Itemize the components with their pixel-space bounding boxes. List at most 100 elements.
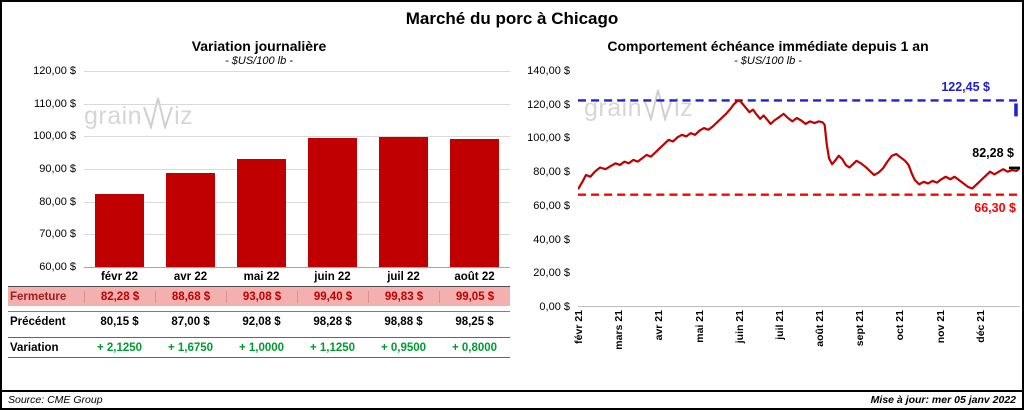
table-cell: 99,40 $ [297,290,368,303]
footer: Source: CME Group Mise à jour: mer 05 ja… [2,390,1022,408]
bar-slot [155,71,226,267]
table-cell: 93,08 $ [226,290,297,303]
table-cell: + 1,1250 [309,341,356,354]
table-cell: 82,28 $ [84,290,155,303]
table-cell: 99,83 $ [368,290,439,303]
bar-slot [297,71,368,267]
bar [308,138,357,267]
x-axis-label: sept 21 [854,310,867,347]
x-axis-label: nov 21 [934,310,947,344]
y-axis-label: 120,00 $ [33,65,76,77]
gridline [84,71,510,72]
table-cell: + 0,8000 [451,341,498,354]
table-cell: + 1,6750 [167,341,214,354]
line-chart: 140,00 $ 120,00 $ 100,00 $ 80,00 $ 60,00 $ 40… [516,65,1020,313]
bar-y-axis: 120,00 $ 110,00 $ 100,00 $ 90,00 $ 80,00 $ 70… [8,65,84,273]
table-cell: 98,25 $ [455,316,494,328]
bar-chart: 120,00 $ 110,00 $ 100,00 $ 90,00 $ 80,00 $ 70… [8,65,510,273]
month-label: févr 22 [100,271,139,283]
last-value-label: 82,28 $ [972,146,1014,161]
month-label: août 22 [454,271,495,283]
bar [450,139,499,267]
line-y-axis: 140,00 $ 120,00 $ 100,00 $ 80,00 $ 60,00 $ 40… [516,65,578,313]
table-cell: 98,28 $ [313,316,352,328]
watermark-text-iz: iz [174,102,194,130]
page-title: Marché du porc à Chicago [405,9,619,28]
immediate-maturity-panel: Comportement échéance immédiate depuis 1… [516,38,1020,382]
table-row-fermeture: Fermeture 82,28 $88,68 $93,08 $99,40 $99,… [8,286,510,306]
gridline [84,267,510,268]
y-axis-label: 110,00 $ [33,97,76,110]
table-cell: 80,15 $ [100,316,139,328]
left-table: Fermeture 82,28 $88,68 $93,08 $99,40 $99,… [8,286,510,358]
table-cell: + 1,0000 [238,341,285,354]
grainwiz-w-icon [143,97,174,129]
grainwiz-watermark: grain iz [84,97,193,129]
left-chart-subtitle: - $US/100 lb - [225,55,293,67]
table-cell: 92,08 $ [242,316,281,328]
y-axis-label: 100,00 $ [33,130,76,143]
bar [166,173,215,267]
table-cell: 87,00 $ [171,316,210,328]
bar-slot [84,71,155,267]
table-row-precedent: Précédent 80,15 $ 87,00 $ 92,08 $ 98,28 $ 98,… [8,311,510,332]
x-axis-label: févr 21 [573,310,585,344]
x-axis-label: mai 21 [693,310,706,343]
x-axis-label: avr 21 [653,310,666,341]
bar [95,194,144,267]
daily-variation-panel: Variation journalière - $US/100 lb - 120… [8,38,510,358]
left-chart-title: Variation journalière [191,38,327,54]
month-label: mai 22 [243,271,280,283]
y-axis-label: 80,00 $ [39,195,76,208]
row-label: Variation [10,341,59,354]
x-axis-label: oct 21 [894,310,907,341]
price-line [578,99,1020,190]
updated-note: Mise à jour: mer 05 janv 2022 [870,394,1016,406]
month-label: juin 22 [314,271,351,283]
line-plot: grain iz 122,45 $ 82,28 $ 66,30 $ [578,71,1020,307]
bar-slot [226,71,297,267]
gridline [84,103,510,105]
gridline [84,234,510,236]
watermark-text-grain: grain [84,102,143,130]
gridline [84,136,510,138]
bar-series [84,71,510,267]
x-axis-label: mars 21 [613,310,626,350]
x-axis-label: juil 21 [773,310,786,340]
line-chart-svg [578,99,1020,196]
y-axis-label: 60,00 $ [533,199,570,212]
line-x-axis: févr 21 mars 21 avr 21 mai 21 juin 21 juil 21… [573,310,1020,382]
bar-plot: grain iz [84,71,510,268]
y-axis-label: 40,00 $ [533,233,570,246]
table-cell: + 2,1250 [96,341,143,354]
bar-slot [439,71,510,267]
grainwiz-w-icon [643,89,674,121]
gridline [84,169,510,170]
max-value-label: 122,45 $ [941,79,990,94]
y-axis-label: 100,00 $ [527,132,570,145]
y-axis-label: 70,00 $ [39,228,76,241]
x-axis-label: déc 21 [974,310,987,343]
source-note: Source: CME Group [8,394,103,406]
y-axis-label: 120,00 $ [527,98,570,111]
y-axis-label: 20,00 $ [533,267,570,280]
y-axis-label: 80,00 $ [533,166,570,179]
bar [237,158,286,267]
table-row-variation: Variation + 2,1250 + 1,6750 + 1,0000 + 1,125… [8,337,510,358]
gridline [84,201,510,203]
y-axis-label: 90,00 $ [39,163,76,175]
bar-month-row: févr 22 avr 22 mai 22 juin 22 juil 22 août 22 [8,271,510,286]
min-value-label: 66,30 $ [974,201,1016,216]
watermark-text-iz: iz [674,94,694,122]
table-cell: + 0,9500 [380,341,427,354]
table-cell: 88,68 $ [155,290,226,303]
table-cell: 99,05 $ [439,290,510,303]
x-axis-label: août 21 [814,310,827,347]
right-chart-subtitle: - $US/100 lb - [734,55,802,67]
y-axis-label: 60,00 $ [39,261,76,273]
row-label: Fermeture [10,290,67,303]
x-axis-label: juin 21 [733,310,746,344]
table-cell: 98,88 $ [384,316,423,328]
y-axis-label: 140,00 $ [527,65,570,77]
